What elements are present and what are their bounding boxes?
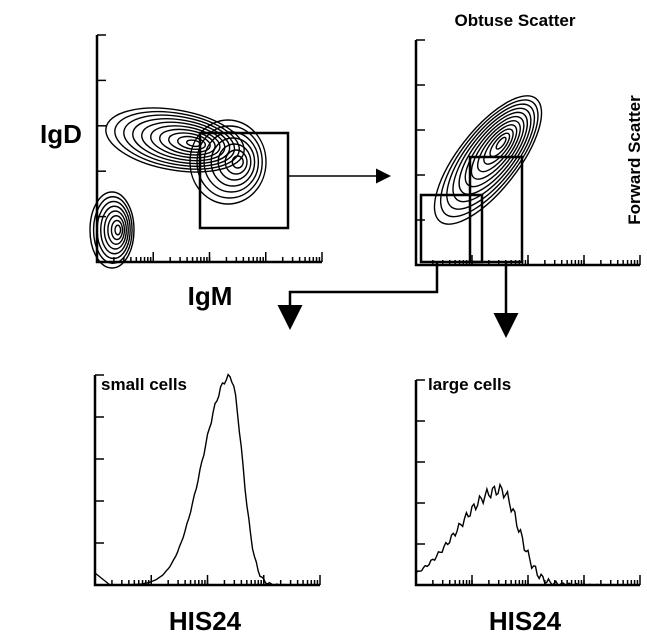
x-axis-label: HIS24	[489, 606, 562, 636]
contour	[210, 137, 256, 187]
panel-label: small cells	[101, 375, 187, 394]
histogram	[94, 373, 320, 586]
contour	[439, 99, 539, 218]
contour	[470, 120, 521, 180]
y-axis-label: IgD	[40, 119, 82, 149]
gate	[419, 193, 484, 264]
contour	[458, 111, 529, 195]
contour	[177, 135, 207, 151]
contour	[92, 196, 133, 264]
contour	[189, 119, 267, 205]
gate	[198, 131, 290, 230]
contour	[110, 219, 124, 241]
contour	[105, 107, 245, 173]
contour	[477, 124, 518, 173]
axis	[414, 40, 640, 267]
contour	[103, 210, 128, 250]
contour	[150, 125, 221, 159]
layout	[89, 34, 641, 587]
contour	[483, 128, 514, 165]
contour	[196, 125, 263, 199]
contour	[231, 155, 244, 169]
contour	[89, 191, 135, 269]
contour	[452, 107, 532, 203]
panel-title: Obtuse Scatter	[455, 11, 576, 30]
contour	[495, 136, 507, 150]
contour	[168, 132, 211, 153]
contour	[433, 95, 543, 225]
contour	[217, 143, 252, 181]
x-axis-label: HIS24	[169, 606, 242, 636]
contour	[96, 200, 131, 260]
contour	[123, 114, 236, 167]
contour	[464, 115, 525, 188]
contour	[114, 110, 240, 170]
contour	[446, 103, 536, 210]
contour	[107, 215, 126, 245]
contour	[141, 121, 226, 162]
y-axis-label: Forward Scatter	[625, 95, 644, 225]
gate	[468, 155, 524, 264]
contour	[132, 118, 231, 165]
axis	[414, 380, 640, 587]
panel-label: large cells	[428, 375, 511, 394]
axis	[93, 375, 320, 587]
contour	[224, 149, 248, 175]
contour	[159, 128, 216, 156]
contour	[114, 224, 122, 236]
histogram	[415, 482, 641, 587]
arrow	[277, 262, 439, 330]
x-axis-label: IgM	[188, 281, 233, 311]
contour	[100, 205, 129, 255]
